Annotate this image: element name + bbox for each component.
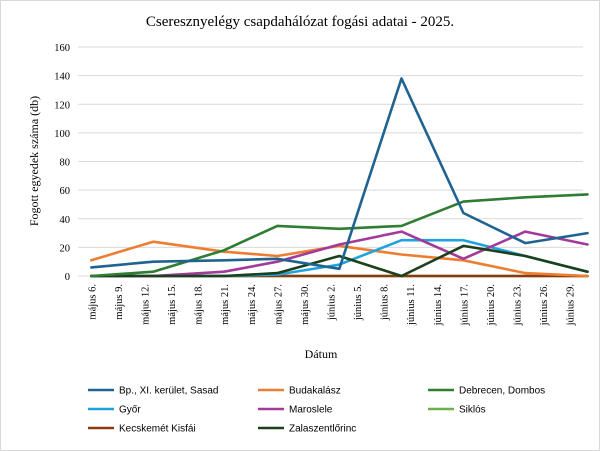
x-tick-label: június 5.: [353, 284, 364, 321]
legend-label: Debrecen, Dombos: [459, 386, 545, 397]
x-tick-label: május 9.: [114, 284, 125, 320]
x-tick-label: június 14.: [433, 284, 444, 326]
x-tick-labels: május 6. május 9. május 12. május 15. május …: [87, 284, 576, 326]
x-tick-label: május 24.: [247, 284, 258, 325]
x-tick-label: június 20.: [486, 284, 497, 326]
legend-label: Budakalász: [289, 386, 341, 397]
x-tick-label: május 15.: [167, 284, 178, 325]
x-tick-label: június 23.: [513, 284, 524, 326]
series-line-1: [90, 240, 589, 278]
series-line-0: [90, 77, 589, 271]
y-tick-label: 0: [65, 272, 70, 283]
y-tick-labels: 0 20 40 60 80 100 120 140 160: [54, 43, 70, 283]
y-tick-label: 100: [54, 129, 70, 140]
legend-label: Győr: [119, 405, 141, 416]
x-tick-label: május 18.: [194, 284, 205, 325]
y-tick-label: 120: [54, 100, 70, 111]
legend-label: Bp., XI. kerület, Sasad: [119, 386, 219, 397]
x-tick-label: május 6.: [87, 284, 98, 320]
x-tick-label: június 26.: [539, 284, 550, 326]
x-tick-label: június 29.: [566, 284, 577, 326]
legend-label: Zalaszentlőrinc: [289, 424, 356, 435]
series-line-2: [90, 193, 589, 278]
x-tick-label: május 27.: [273, 284, 284, 325]
y-tick-label: 160: [54, 43, 70, 54]
legend: Bp., XI. kerület, Sasad Budakalász Debrece…: [88, 386, 545, 435]
series-lines: [90, 77, 589, 278]
series-line-7: [90, 244, 589, 278]
x-tick-label: május 30.: [300, 284, 311, 325]
x-tick-label: június 17.: [459, 284, 470, 326]
legend-label: Kecskemét Kisfái: [119, 424, 196, 435]
x-tick-label: május 21.: [220, 284, 231, 325]
y-axis-label: Fogott egyedek száma (db): [27, 96, 41, 226]
y-tick-label: 60: [60, 186, 71, 197]
series-line-4: [90, 230, 589, 278]
x-tick-label: május 12.: [140, 284, 151, 325]
y-tick-label: 40: [60, 215, 71, 226]
x-tick-label: június 11.: [406, 284, 417, 326]
y-tick-label: 140: [54, 72, 70, 83]
x-axis-label: Dátum: [305, 347, 338, 361]
chart-title: Cseresznyelégy csapdahálózat fogási adat…: [146, 14, 454, 30]
y-tick-label: 80: [60, 158, 71, 169]
x-tick-label: június 8.: [380, 284, 391, 321]
y-tick-label: 20: [60, 243, 71, 254]
legend-label: Maroslele: [289, 405, 333, 416]
legend-label: Siklós: [459, 405, 486, 416]
x-tick-label: június 2.: [327, 284, 338, 321]
